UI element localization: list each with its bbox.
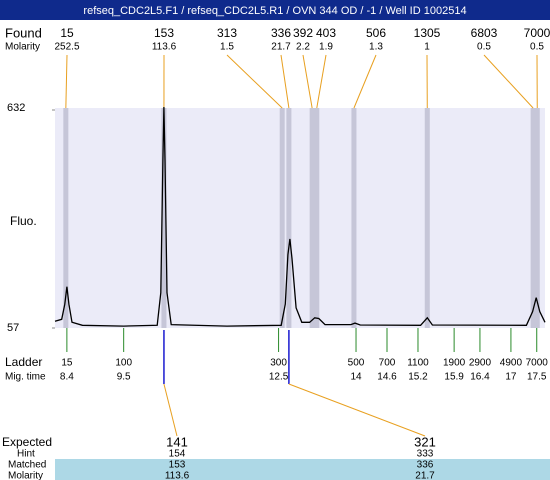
ladder-size: 300 — [270, 358, 287, 369]
peak-band — [314, 108, 320, 328]
ladder-time: 14 — [350, 372, 362, 383]
peak-band — [63, 108, 69, 328]
hint-size: 333 — [417, 449, 434, 460]
found-molarity: 2.2 — [296, 42, 310, 53]
expected-label: Expected — [2, 435, 52, 449]
ladder-size: 7000 — [526, 358, 549, 369]
found-molarity: 1.5 — [220, 42, 234, 53]
ladder-size: 700 — [379, 358, 396, 369]
peak-band — [161, 108, 167, 328]
found-size: 153 — [154, 26, 174, 40]
title: refseq_CDC2L5.F1 / refseq_CDC2L5.R1 / OV… — [83, 5, 466, 17]
ladder-size: 2900 — [469, 358, 492, 369]
found-molarity: 21.7 — [271, 42, 291, 53]
found-molarity: 113.6 — [152, 42, 177, 53]
ladder-size: 500 — [348, 358, 365, 369]
ladder-label: Ladder — [5, 355, 42, 369]
ladder-size: 1900 — [443, 358, 466, 369]
found-molarity: 0.5 — [530, 42, 544, 53]
found-size: 313 — [217, 26, 237, 40]
found-connector — [302, 54, 313, 109]
expected-size: 141 — [166, 434, 188, 449]
ladder-time: 16.4 — [470, 372, 490, 383]
mig-time-label: Mig. time — [5, 372, 46, 383]
peak-band — [286, 108, 292, 328]
peak-band — [534, 108, 540, 328]
expected-size: 321 — [414, 434, 436, 449]
ladder-time: 12.5 — [269, 372, 289, 383]
trace — [54, 106, 546, 327]
found-connector — [65, 54, 68, 109]
found-molarity: 1.3 — [369, 42, 383, 53]
found-size: 403 — [316, 26, 336, 40]
found-molarity: 252.5 — [54, 42, 79, 53]
found-molarity: 0.5 — [477, 42, 491, 53]
matched-label: Matched — [8, 460, 46, 471]
ladder-time: 14.6 — [377, 372, 397, 383]
ladder-time: 17.5 — [527, 372, 547, 383]
matched-band — [55, 459, 550, 480]
y-tick-label: 632 — [7, 102, 25, 114]
ladder-size: 4900 — [500, 358, 523, 369]
peak-band — [279, 108, 285, 328]
matched-size: 153 — [169, 460, 186, 471]
found-size: 6803 — [471, 26, 498, 40]
found-size: 1305 — [414, 26, 441, 40]
found-size: 15 — [60, 26, 74, 40]
found-size: 7000 — [524, 26, 550, 40]
found-molarity: 1.9 — [319, 42, 333, 53]
matched-size: 336 — [417, 460, 434, 471]
hint-label: Hint — [17, 449, 35, 460]
ladder-size: 15 — [61, 358, 73, 369]
peak-band — [424, 108, 430, 328]
found-connector — [483, 54, 534, 109]
y-tick-label: 57 — [7, 322, 19, 334]
hint-size: 154 — [169, 449, 186, 460]
found-connector — [353, 54, 377, 109]
peak-band — [530, 108, 536, 328]
found-connector — [226, 54, 283, 109]
expected-molarity-label: Molarity — [8, 471, 43, 480]
ladder-time: 17 — [505, 372, 517, 383]
found-molarity: 1 — [424, 42, 430, 53]
found-connector — [316, 54, 327, 109]
expected-molarity: 21.7 — [415, 471, 435, 480]
found-connector — [280, 54, 290, 109]
found-label: Found — [5, 25, 42, 40]
plot-area — [55, 108, 545, 328]
peak-band — [309, 108, 315, 328]
ladder-time: 15.9 — [444, 372, 464, 383]
y-label: Fluo. — [10, 214, 37, 228]
found-size: 506 — [366, 26, 386, 40]
expected-connector — [163, 383, 178, 437]
expected-molarity: 113.6 — [165, 471, 190, 480]
ladder-size: 100 — [115, 358, 132, 369]
found-molarity-label: Molarity — [5, 42, 40, 53]
found-size: 392 — [293, 26, 313, 40]
ladder-time: 9.5 — [117, 372, 131, 383]
ladder-size: 1100 — [407, 358, 429, 369]
ladder-time: 15.2 — [408, 372, 428, 383]
title-bar — [0, 0, 550, 20]
expected-connector — [288, 383, 426, 437]
found-size: 336 — [271, 26, 291, 40]
ladder-time: 8.4 — [60, 372, 74, 383]
peak-band — [351, 108, 357, 328]
